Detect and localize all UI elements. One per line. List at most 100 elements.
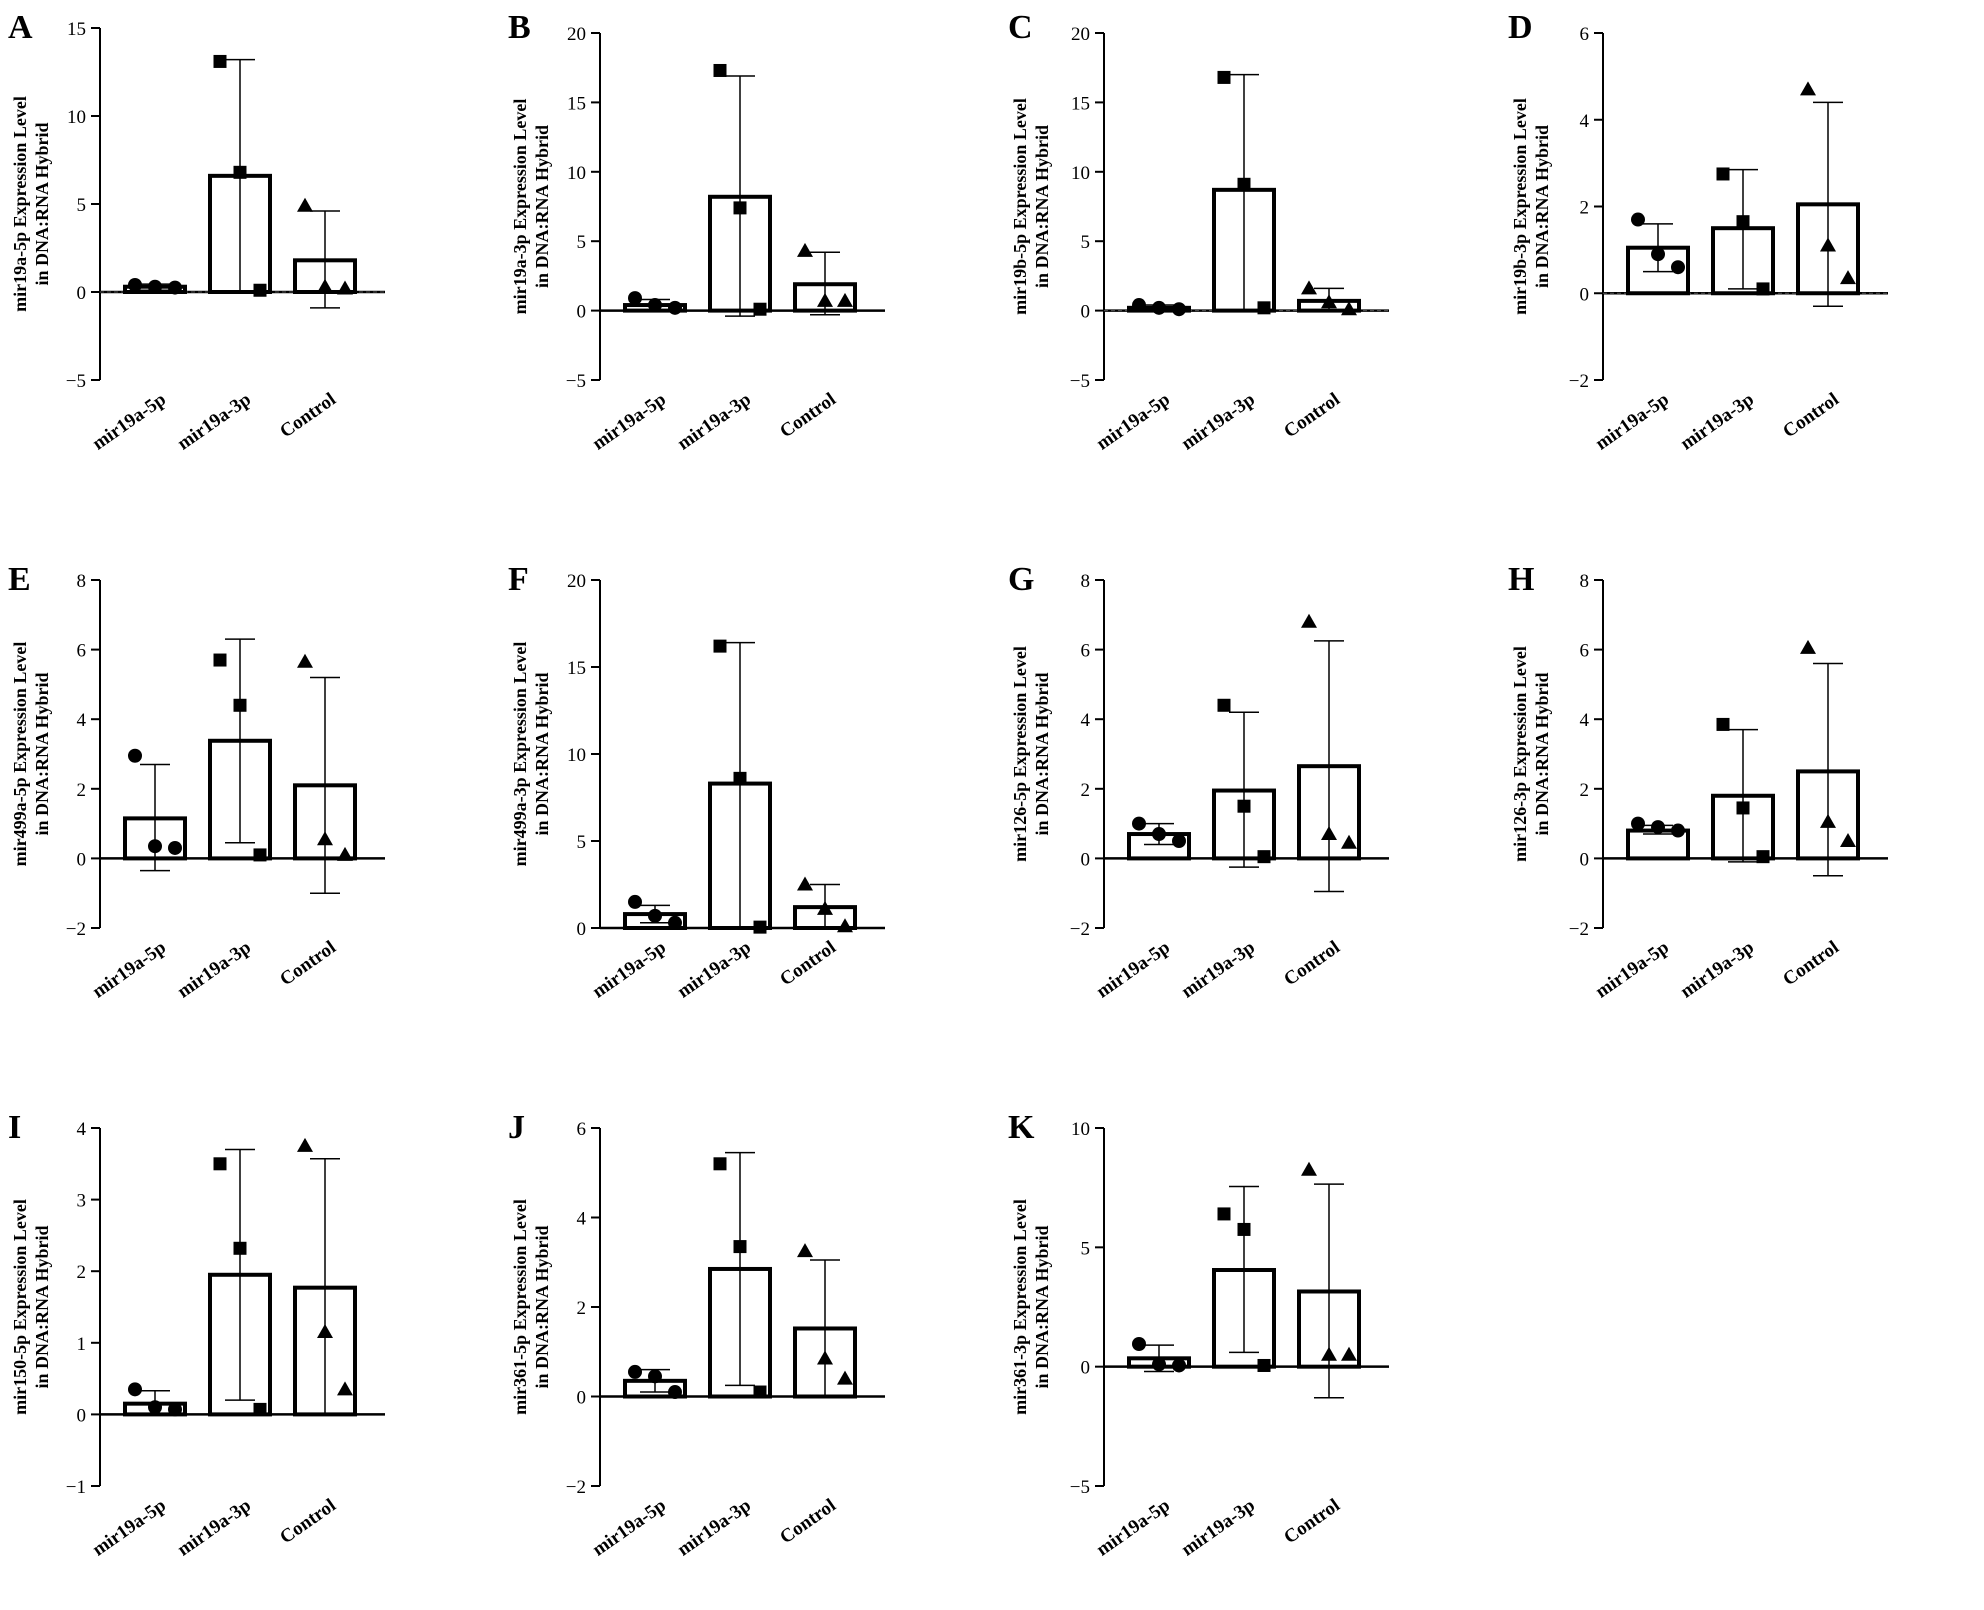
data-point-square: [233, 165, 247, 179]
y-axis-title-line2: in DNA:RNA Hybrid: [1032, 125, 1052, 288]
data-point-triangle: [837, 1370, 853, 1385]
data-point-square: [253, 283, 267, 297]
y-axis-title-line1: mir19a-3p Expression Level: [510, 99, 530, 315]
data-point-circle: [1172, 1358, 1186, 1373]
x-tick-label: mir19a-3p: [1178, 1495, 1259, 1561]
x-tick-label: mir19a-3p: [674, 389, 755, 455]
y-tick-label: 0: [77, 1405, 87, 1426]
y-tick-label: 4: [577, 1209, 587, 1230]
data-point-triangle: [1321, 294, 1337, 309]
y-axis-title-line2: in DNA:RNA Hybrid: [32, 672, 52, 835]
x-tick-label: mir19a-5p: [589, 1495, 670, 1561]
data-point-circle: [648, 1369, 662, 1384]
data-point-square: [233, 1241, 247, 1255]
data-point-triangle: [1321, 1346, 1337, 1361]
data-point-circle: [1172, 834, 1186, 848]
y-tick-label: −2: [566, 1477, 586, 1498]
panel-letter: A: [8, 9, 33, 46]
data-point-triangle: [1840, 833, 1856, 847]
data-point-circle: [1651, 820, 1665, 835]
data-point-square: [1756, 850, 1770, 864]
data-point-triangle: [1820, 237, 1836, 252]
data-point-circle: [668, 915, 682, 930]
x-tick-label: mir19a-3p: [1677, 937, 1758, 1003]
x-tick-label: mir19a-5p: [589, 389, 670, 455]
data-point-square: [1217, 70, 1231, 84]
panel-letter: F: [508, 561, 529, 598]
data-point-circle: [1152, 300, 1166, 315]
data-point-square: [253, 848, 267, 862]
y-tick-label: 0: [1081, 302, 1091, 323]
y-axis-title-line2: in DNA:RNA Hybrid: [1032, 1225, 1052, 1388]
x-tick-label: mir19a-3p: [174, 937, 255, 1003]
data-point-square: [733, 771, 747, 785]
data-point-square: [1716, 167, 1730, 181]
y-tick-label: −5: [66, 371, 86, 392]
y-axis-title: mir361-5p Expression Level in DNA:RNA Hyb…: [510, 1199, 552, 1415]
y-tick-label: 2: [1580, 198, 1590, 219]
data-point-square: [713, 63, 727, 77]
data-point-square: [753, 920, 767, 934]
y-axis-title-line2: in DNA:RNA Hybrid: [1532, 672, 1552, 835]
y-tick-label: −2: [1569, 919, 1589, 940]
y-axis-title-line1: mir361-5p Expression Level: [510, 1199, 530, 1415]
x-tick-label: mir19a-5p: [1592, 389, 1673, 455]
y-tick-label: 0: [1081, 849, 1091, 870]
y-axis-title: mir19a-5p Expression Level in DNA:RNA Hyb…: [10, 96, 52, 312]
y-tick-label: 0: [77, 849, 87, 870]
data-point-circle: [1132, 1336, 1146, 1351]
data-point-triangle: [1820, 813, 1836, 828]
x-tick-label: mir19a-5p: [1093, 937, 1174, 1003]
x-tick-label: Control: [776, 1495, 840, 1548]
y-tick-label: −5: [1070, 371, 1090, 392]
data-point-triangle: [797, 876, 813, 891]
data-point-triangle: [1341, 834, 1357, 849]
y-tick-label: 15: [1071, 93, 1090, 114]
y-tick-label: 10: [67, 107, 86, 128]
y-tick-label: 4: [77, 1119, 87, 1140]
y-tick-label: 15: [567, 93, 586, 114]
y-tick-label: 2: [1580, 780, 1590, 801]
x-tick-label: mir19a-5p: [1592, 937, 1673, 1003]
data-point-triangle: [297, 653, 313, 668]
data-point-triangle: [337, 846, 353, 861]
y-tick-label: −1: [66, 1477, 86, 1498]
y-axis-title-line1: mir19a-5p Expression Level: [10, 96, 30, 312]
y-axis-title-line2: in DNA:RNA Hybrid: [1032, 672, 1052, 835]
data-point-triangle: [1840, 270, 1856, 285]
y-tick-label: 4: [1580, 710, 1590, 731]
x-tick-label: mir19a-5p: [589, 937, 670, 1003]
y-tick-label: 6: [77, 641, 87, 662]
y-tick-label: −2: [1070, 919, 1090, 940]
data-point-square: [753, 1385, 767, 1399]
panel-letter: G: [1008, 561, 1034, 598]
y-tick-label: 20: [567, 571, 586, 592]
y-tick-label: 0: [1580, 849, 1590, 870]
x-tick-label: Control: [276, 937, 340, 990]
data-point-triangle: [797, 1243, 813, 1258]
y-tick-label: 20: [567, 24, 586, 45]
data-point-circle: [148, 1400, 162, 1415]
data-point-square: [213, 1157, 227, 1171]
x-tick-label: Control: [1280, 1495, 1344, 1548]
x-tick-label: mir19a-3p: [1178, 937, 1259, 1003]
y-axis-title: mir499a-3p Expression Level in DNA:RNA Hy…: [510, 642, 552, 867]
data-point-circle: [148, 279, 162, 294]
data-point-square: [253, 1402, 267, 1416]
data-point-circle: [1671, 823, 1685, 838]
data-point-triangle: [837, 292, 853, 307]
y-axis-title-line2: in DNA:RNA Hybrid: [532, 672, 552, 835]
x-tick-label: mir19a-3p: [174, 389, 255, 455]
data-point-circle: [648, 908, 662, 923]
y-tick-label: 0: [77, 283, 87, 304]
data-point-square: [1237, 1222, 1251, 1236]
y-tick-label: 0: [577, 919, 587, 940]
x-tick-label: mir19a-3p: [674, 937, 755, 1003]
x-tick-label: Control: [276, 389, 340, 442]
